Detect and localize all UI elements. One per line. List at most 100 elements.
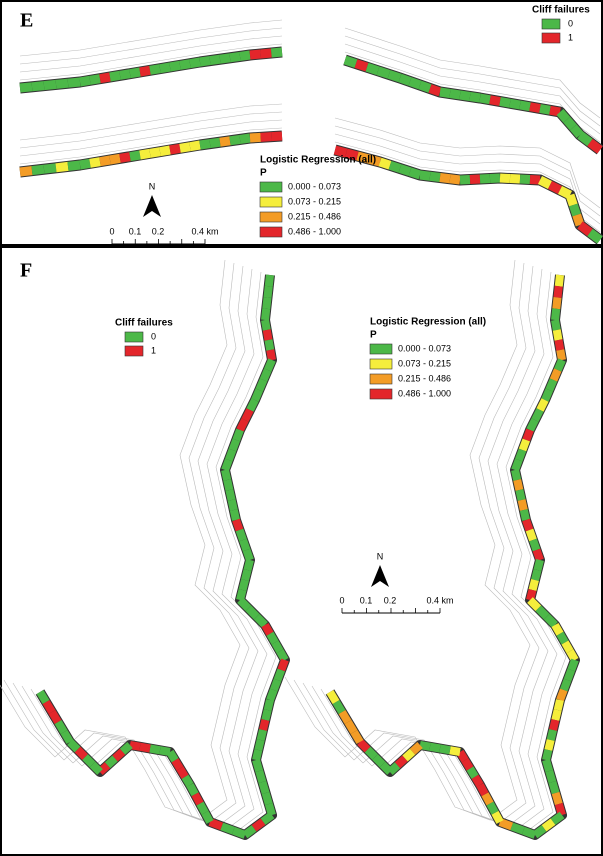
cliff-segment <box>430 89 440 93</box>
cliff-segment <box>190 62 200 64</box>
legend-title: Logistic Regression (all) <box>370 317 486 328</box>
cliff-segment <box>195 794 200 803</box>
cliff-segment <box>330 692 336 702</box>
cliff-segment <box>205 813 210 822</box>
cliff-segment <box>490 178 500 179</box>
cliff-segment <box>480 179 490 180</box>
cliff-segment <box>259 380 263 390</box>
cliff-segment <box>530 530 534 540</box>
cliff-segment <box>46 702 52 712</box>
cliff-segment <box>150 152 160 154</box>
legend-label: 0.486 - 1.000 <box>398 388 451 398</box>
cliff-segment <box>535 828 544 835</box>
legend-swatch <box>370 359 392 369</box>
cliff-segment <box>500 178 510 179</box>
cliff-segment <box>567 120 574 128</box>
cliff-segment <box>367 67 378 71</box>
cliff-segment <box>170 148 180 150</box>
cliff-segment <box>549 771 552 782</box>
legend-swatch <box>370 389 392 399</box>
cliff-segment <box>268 286 269 297</box>
scale-label: 0.4 km <box>191 226 218 236</box>
cliff-segment <box>573 127 580 135</box>
cliff-segment <box>360 742 368 750</box>
cliff-segment <box>410 172 420 175</box>
cliff-segment <box>170 752 175 760</box>
north-arrow <box>371 565 389 587</box>
cliff-segment <box>90 79 100 81</box>
legend-label: 0.073 - 0.215 <box>288 196 341 206</box>
cliff-segment <box>234 510 236 520</box>
legend-title: Cliff failures <box>532 5 590 16</box>
cliff-segment <box>519 450 523 460</box>
cliff-segment <box>150 69 160 71</box>
cliff-segment <box>555 309 556 320</box>
cliff-segment <box>200 61 210 62</box>
cliff-segment <box>100 77 110 79</box>
cliff-segment <box>80 80 90 82</box>
cliff-segment <box>520 105 530 107</box>
cliff-segment <box>565 643 570 652</box>
cliff-segment <box>233 831 245 835</box>
cliff-segment <box>256 760 259 771</box>
cliff-segment <box>263 720 265 730</box>
scale-label: 0.1 <box>360 595 373 605</box>
cliff-segment <box>556 793 559 804</box>
cliff-segment <box>430 176 440 177</box>
cliff-segment <box>20 171 32 172</box>
cliff-segment <box>590 233 600 241</box>
cliff-segment <box>420 175 430 176</box>
cliff-segment <box>400 78 410 82</box>
cliff-segment <box>271 52 282 53</box>
cliff-segment <box>345 60 356 64</box>
cliff-segment <box>190 145 200 147</box>
cliff-segment <box>546 760 549 771</box>
cliff-segment <box>266 298 267 309</box>
cliff-segment <box>533 580 536 590</box>
cliff-segment <box>549 380 553 390</box>
cliff-segment <box>470 769 475 777</box>
cliff-segment <box>264 370 268 380</box>
cliff-segment <box>537 550 541 560</box>
cliff-segment <box>250 137 261 138</box>
cliff-segment <box>115 752 123 759</box>
cliff-segment <box>520 179 530 180</box>
cliff-segment <box>100 160 110 162</box>
cliff-segment <box>570 195 573 205</box>
legend-label: 0.215 - 0.486 <box>398 373 451 383</box>
cliff-segment <box>440 749 450 751</box>
cliff-segment <box>261 53 272 54</box>
cliff-segment <box>538 560 541 570</box>
scale-label: 0.4 km <box>426 595 453 605</box>
cliff-segment <box>275 643 280 652</box>
cliff-segment <box>495 813 500 822</box>
cliff-segment <box>560 350 562 360</box>
cliff-segment <box>526 430 530 440</box>
cliff-segment <box>243 580 246 590</box>
cliff-segment <box>450 750 460 752</box>
cliff-segment <box>335 150 346 153</box>
cliff-segment <box>258 740 260 750</box>
cliff-segment <box>420 745 430 747</box>
cliff-segment <box>568 670 572 680</box>
cliff-segment <box>170 65 180 67</box>
cliff-segment <box>270 634 275 643</box>
cliff-segment <box>232 500 234 510</box>
cliff-segment <box>180 147 190 149</box>
cliff-segment <box>580 135 590 143</box>
cliff-segment <box>120 74 130 76</box>
cliff-segment <box>557 330 559 340</box>
cliff-segment <box>80 163 90 165</box>
cliff-segment <box>265 320 267 330</box>
cliff-segment <box>227 480 229 490</box>
scale-label: 0 <box>109 226 114 236</box>
cliff-segment <box>420 85 430 89</box>
cliff-segment <box>68 165 80 166</box>
cliff-segment <box>254 822 263 829</box>
cliff-segment <box>262 782 265 793</box>
cliff-segment <box>90 162 100 164</box>
cliff-segment <box>523 831 535 835</box>
cliff-segment <box>522 500 524 510</box>
cliff-segment <box>263 815 272 822</box>
cliff-segment <box>530 107 540 109</box>
